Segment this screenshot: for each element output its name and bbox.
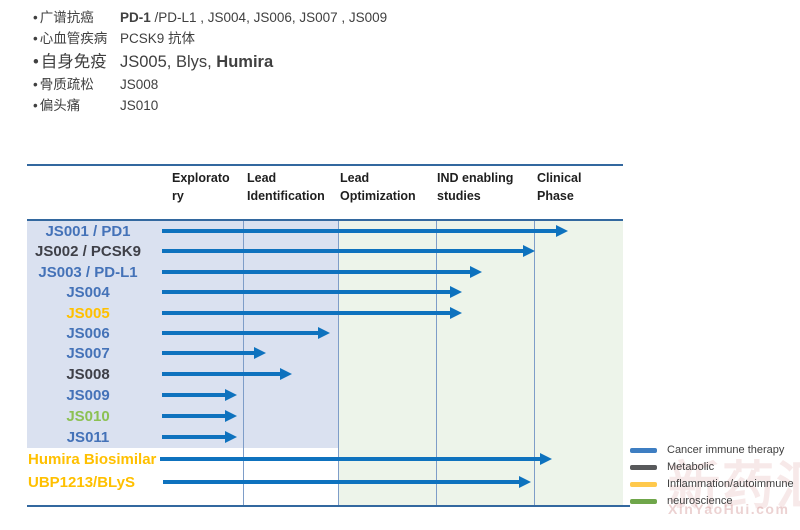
chart-bottom-line xyxy=(27,505,630,507)
pipeline-arrow-line xyxy=(162,290,451,294)
chart-top-line xyxy=(27,164,623,166)
row-label-js003-pd-l1: JS003 / PD-L1 xyxy=(38,264,138,281)
pipeline-arrow-head xyxy=(225,410,237,422)
legend-swatch xyxy=(630,465,657,470)
row-label-js010: JS010 xyxy=(66,408,110,425)
legend-label: Metabolic xyxy=(667,461,715,473)
row-label-ubp1213-blys: UBP1213/BLyS xyxy=(28,474,135,491)
pipeline-arrow-line xyxy=(162,372,281,376)
bullet-value-segment: JS005, Blys, xyxy=(120,53,217,72)
bullet-value: PCSK9 抗体 xyxy=(120,30,195,48)
row-label-js009: JS009 xyxy=(66,387,110,404)
pipeline-arrow-head xyxy=(556,225,568,237)
legend-swatch xyxy=(630,499,657,504)
legend-swatch xyxy=(630,482,657,487)
legend-label: Inflammation/autoimmune xyxy=(667,478,794,490)
pipeline-arrow-line xyxy=(162,351,255,355)
pipeline-arrow-head xyxy=(540,453,552,465)
phase-gridline xyxy=(534,221,535,505)
row-label-humira-biosimilar: Humira Biosimilar xyxy=(28,451,157,468)
bullet-value-segment: /PD-L1 , JS004, JS006, JS007 , JS009 xyxy=(154,10,388,25)
bullet-term: 广谱抗癌 xyxy=(33,9,120,27)
pipeline-arrow-line xyxy=(160,457,541,461)
bullet-term: 骨质疏松 xyxy=(33,76,120,94)
pipeline-arrow-head xyxy=(523,245,535,257)
bullet-value: JS005, Blys, Humira xyxy=(120,51,273,73)
pipeline-arrow-line xyxy=(162,249,524,253)
legend-label: neuroscience xyxy=(667,495,733,507)
phase-gridline xyxy=(436,221,437,505)
chart-header-separator-line xyxy=(27,219,623,221)
row-label-js004: JS004 xyxy=(66,284,110,301)
pipeline-arrow-line xyxy=(162,414,226,418)
bullet-value-segment: JS010 xyxy=(120,97,159,113)
pipeline-arrow-head xyxy=(450,307,462,319)
pipeline-arrow-line xyxy=(162,270,471,274)
pipeline-arrow-line xyxy=(162,435,226,439)
phase-gridline xyxy=(243,221,244,505)
column-header-lead-optimization: Lead Optimization xyxy=(340,171,416,204)
bullet-value-segment: Humira xyxy=(216,53,274,72)
pipeline-arrow-head xyxy=(318,327,330,339)
pipeline-arrow-line xyxy=(162,331,319,335)
pipeline-arrow-head xyxy=(519,476,531,488)
legend-entry-cancer-immune-therapy: Cancer immune therapy xyxy=(630,445,794,456)
pipeline-arrow-head xyxy=(470,266,482,278)
legend-entry-inflammation-autoimmune: Inflammation/autoimmune xyxy=(630,479,794,490)
late-stage-green-region xyxy=(338,221,623,505)
bullet-value: JS010 xyxy=(120,97,158,115)
pipeline-arrow-head xyxy=(225,431,237,443)
phase-gridline xyxy=(338,221,339,505)
row-label-js007: JS007 xyxy=(66,345,110,362)
legend-entry-metabolic: Metabolic xyxy=(630,462,794,473)
legend-entry-neuroscience: neuroscience xyxy=(630,496,794,507)
bullet-value-segment: PD-1 xyxy=(120,10,155,25)
bullet-value-segment: PCSK9 抗体 xyxy=(120,31,196,47)
pipeline-arrow-head xyxy=(450,286,462,298)
legend-swatch xyxy=(630,448,657,453)
row-label-js001-pd1: JS001 / PD1 xyxy=(45,223,131,240)
chart-legend: Cancer immune therapy Metabolic Inflammati… xyxy=(630,445,794,513)
row-label-js006: JS006 xyxy=(66,325,110,342)
legend-label: Cancer immune therapy xyxy=(667,444,785,456)
pipeline-arrow-line xyxy=(162,311,451,315)
bullet-term: 偏头痛 xyxy=(33,97,120,115)
pipeline-arrow-line xyxy=(162,393,226,397)
pipeline-arrow-line xyxy=(163,480,520,484)
pipeline-arrow-line xyxy=(162,229,557,233)
row-label-js005: JS005 xyxy=(66,305,110,322)
bullet-term: 心血管疾病 xyxy=(33,30,120,48)
column-header-ind-enabling-studies: IND enabling studies xyxy=(437,171,514,204)
column-header-exploratory: Explorato ry xyxy=(172,171,230,204)
pipeline-arrow-head xyxy=(280,368,292,380)
row-label-js008: JS008 xyxy=(66,366,110,383)
column-header-clinical-phase: Clinical Phase xyxy=(537,171,582,204)
row-label-js011: JS011 xyxy=(66,429,110,446)
bullet-value: PD-1 /PD-L1 , JS004, JS006, JS007 , JS00… xyxy=(120,9,387,27)
pipeline-arrow-head xyxy=(254,347,266,359)
bullet-term: 自身免疫 xyxy=(33,51,120,73)
bullet-value-segment: JS008 xyxy=(120,76,159,92)
bullet-value: JS008 xyxy=(120,76,158,94)
row-label-js002-pcsk9: JS002 / PCSK9 xyxy=(35,243,141,260)
pipeline-arrow-head xyxy=(225,389,237,401)
column-header-lead-identification: Lead Identification xyxy=(247,171,325,204)
